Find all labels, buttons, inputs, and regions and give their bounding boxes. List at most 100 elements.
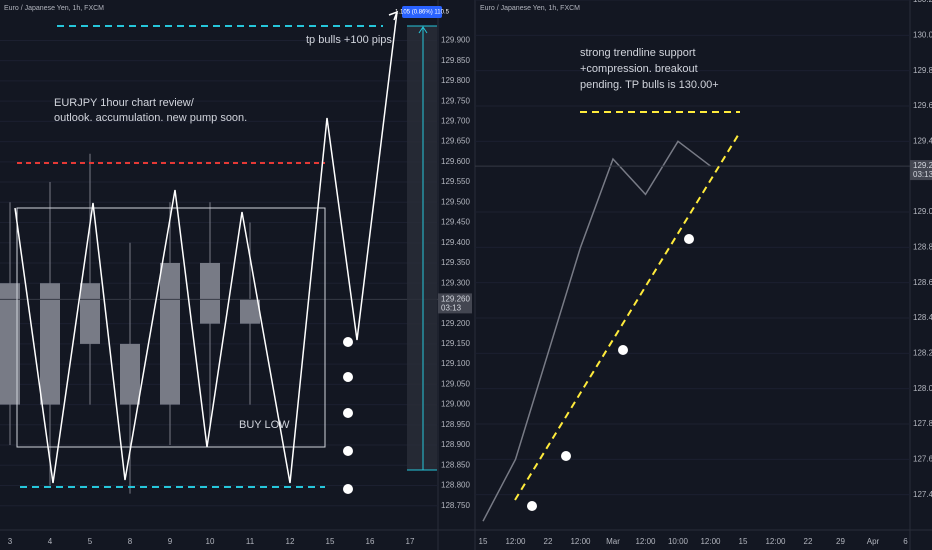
y-tick-label: 128.200 <box>913 348 932 357</box>
y-tick-label: 129.500 <box>441 197 470 206</box>
candle-body <box>240 299 260 324</box>
x-tick-label: 29 <box>836 537 845 546</box>
arrow-icon <box>343 372 353 382</box>
y-tick-label: 128.600 <box>913 278 932 287</box>
y-tick-label: 130.200 <box>913 0 932 4</box>
x-tick-label: 6 <box>903 537 908 546</box>
x-tick-label: 17 <box>406 537 415 546</box>
y-tick-label: 128.750 <box>441 501 470 510</box>
y-tick-label: 128.800 <box>913 242 932 251</box>
labels: 129.900 129.850 129.800 129.750 129.700 129.6… <box>4 0 932 546</box>
x-tick-label: 22 <box>544 537 553 546</box>
right-plot <box>475 0 910 522</box>
y-tick-label: 129.200 <box>441 319 470 328</box>
annotation: +compression. breakout <box>580 63 698 75</box>
left-icons <box>343 337 353 494</box>
x-tick-label: 5 <box>88 537 93 546</box>
arrow-icon <box>343 408 353 418</box>
y-tick-label: 129.800 <box>441 76 470 85</box>
annotation: pending. TP bulls is 130.00+ <box>580 79 719 91</box>
last-price-label: 129.260 <box>913 161 932 170</box>
annotation: BUY LOW <box>239 419 290 431</box>
y-tick-label: 129.550 <box>441 177 470 186</box>
last-price-box <box>910 160 932 181</box>
annotation: tp bulls +100 pips <box>306 34 392 46</box>
candle-body <box>0 283 20 405</box>
x-tick-label: 15 <box>326 537 335 546</box>
y-tick-label: 129.850 <box>441 56 470 65</box>
arrow-icon <box>684 234 694 244</box>
candle-body <box>200 262 220 324</box>
y-tick-label: 129.900 <box>441 36 470 45</box>
y-tick-label: 129.050 <box>441 379 470 388</box>
y-tick-label: 129.000 <box>913 207 932 216</box>
x-tick-label: 22 <box>804 537 813 546</box>
last-price-box <box>438 293 472 314</box>
arrow-icon <box>561 451 571 461</box>
arrow-icon <box>343 484 353 494</box>
annotation: outlook. accumulation. new pump soon. <box>54 112 247 124</box>
y-tick-label: 129.700 <box>441 116 470 125</box>
annotation: EURJPY 1hour chart review/ <box>54 97 195 109</box>
annotation: strong trendline support <box>580 47 696 59</box>
x-tick-label: 10 <box>206 537 215 546</box>
candle-body <box>80 283 100 344</box>
y-tick-label: 129.100 <box>441 359 470 368</box>
y-tick-label: 128.900 <box>441 440 470 449</box>
arrow-icon <box>618 345 628 355</box>
y-tick-label: 128.800 <box>441 481 470 490</box>
candle-body <box>160 262 180 405</box>
arrow-icon <box>343 337 353 347</box>
last-price-label: 129.260 <box>441 294 470 303</box>
x-tick-label: 16 <box>366 537 375 546</box>
zigzag-arrowhead <box>388 10 399 21</box>
x-tick-label: 4 <box>48 537 53 546</box>
candle-body <box>40 283 60 405</box>
x-tick-label: 9 <box>168 537 173 546</box>
x-tick-label: 8 <box>128 537 133 546</box>
y-tick-label: 127.800 <box>913 419 932 428</box>
x-tick-label: 12:00 <box>570 537 591 546</box>
right-drawings <box>514 111 741 511</box>
y-tick-label: 129.400 <box>441 238 470 247</box>
x-tick-label: 11 <box>246 537 255 546</box>
x-tick-label: 12:00 <box>765 537 786 546</box>
x-tick-label: Apr <box>867 537 880 546</box>
measure-label: 1.105 (0.86%) 110.5 <box>395 10 450 16</box>
y-tick-label: 129.300 <box>441 278 470 287</box>
y-tick-label: 128.950 <box>441 420 470 429</box>
y-tick-label: 128.400 <box>913 313 932 322</box>
x-tick-label: Mar <box>606 537 620 546</box>
zigzag-path <box>14 11 398 484</box>
y-tick-label: 129.600 <box>441 157 470 166</box>
chart-title: Euro / Japanese Yen, 1h, FXCM <box>4 5 104 12</box>
y-tick-label: 127.400 <box>913 490 932 499</box>
x-tick-label: 15 <box>479 537 488 546</box>
x-tick-label: 12:00 <box>505 537 526 546</box>
y-tick-label: 129.350 <box>441 258 470 267</box>
candle-body <box>120 343 140 405</box>
y-tick-label: 129.000 <box>441 400 470 409</box>
arrow-icon <box>343 446 353 456</box>
y-tick-label: 129.150 <box>441 339 470 348</box>
y-tick-label: 129.650 <box>441 137 470 146</box>
arrow-icon <box>527 501 537 511</box>
range-box <box>16 207 326 448</box>
x-tick-label: 3 <box>8 537 13 546</box>
y-tick-label: 130.000 <box>913 30 932 39</box>
y-tick-label: 129.800 <box>913 66 932 75</box>
measure-arrowhead <box>418 26 428 34</box>
y-tick-label: 129.600 <box>913 101 932 110</box>
left-drawings <box>14 6 442 488</box>
y-tick-label: 129.400 <box>913 136 932 145</box>
price-line <box>482 140 711 522</box>
measure-box <box>407 26 437 470</box>
countdown: 03:13 <box>913 170 932 179</box>
measure-label-box <box>402 6 442 18</box>
x-tick-label: 12:00 <box>635 537 656 546</box>
y-tick-label: 128.850 <box>441 460 470 469</box>
x-tick-label: 12:00 <box>700 537 721 546</box>
chart-title: Euro / Japanese Yen, 1h, FXCM <box>480 5 580 12</box>
